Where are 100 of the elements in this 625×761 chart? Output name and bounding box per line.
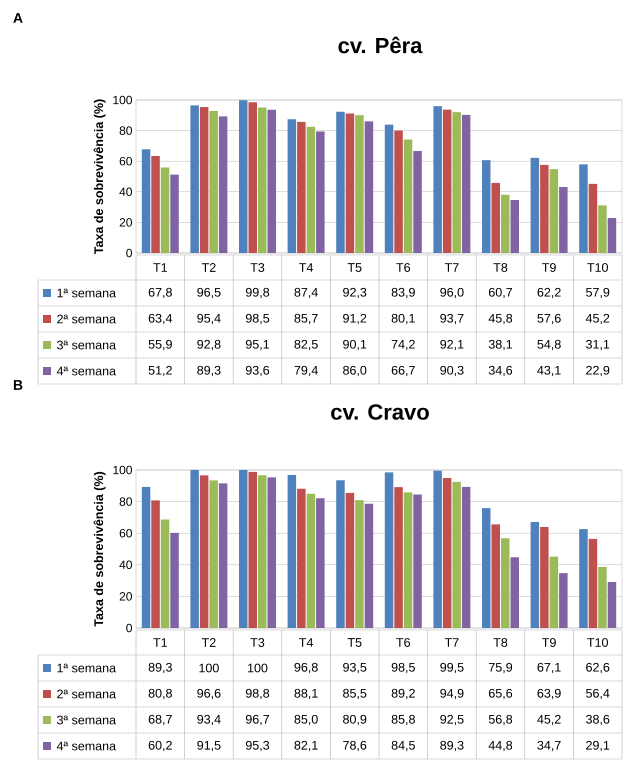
- bar: [200, 475, 208, 628]
- x-tick-label: T7: [444, 263, 459, 272]
- data-label: 31,1: [586, 340, 610, 350]
- data-label: 93,6: [246, 366, 270, 376]
- bar: [491, 182, 500, 253]
- data-label: 56,8: [488, 714, 512, 726]
- bar: [384, 472, 394, 628]
- x-tick-label: T8: [493, 263, 508, 272]
- text: A: [13, 13, 23, 23]
- data-label: 62,2: [538, 288, 561, 298]
- bar: [355, 115, 364, 253]
- data-label: 79,4: [294, 366, 318, 376]
- data-label: 22,9: [586, 366, 610, 376]
- data-label: 96,5: [197, 288, 221, 298]
- bar: [442, 478, 452, 628]
- bar: [248, 472, 257, 628]
- data-label: 90,1: [343, 340, 366, 350]
- x-tick-label: T9: [542, 638, 556, 647]
- bar: [355, 500, 364, 628]
- x-tick-label: T4: [299, 638, 314, 647]
- data-label: 45,8: [488, 314, 512, 324]
- data-label: 85,7: [294, 314, 318, 324]
- data-label: 83,9: [392, 288, 415, 298]
- bar: [482, 508, 490, 628]
- bar: [297, 122, 306, 253]
- data-label: 93,4: [197, 714, 221, 726]
- data-label: 66,7: [392, 366, 415, 376]
- data-label: 82,1: [294, 740, 318, 752]
- data-label: 67,1: [538, 662, 561, 674]
- bar: [297, 488, 306, 628]
- bar: [510, 200, 519, 253]
- bar: [142, 149, 150, 253]
- data-label: 85,0: [294, 714, 318, 726]
- legend-label: 2ª semana: [57, 690, 116, 698]
- data-label: 100: [248, 664, 268, 672]
- bar: [288, 475, 296, 628]
- bar: [394, 487, 403, 628]
- bar: [170, 532, 179, 628]
- bar: [160, 519, 170, 628]
- bar: [500, 538, 510, 628]
- bar: [433, 106, 442, 253]
- bar: [190, 470, 199, 628]
- data-label: 43,1: [537, 366, 561, 376]
- bar: [510, 557, 519, 628]
- x-tick-label: T9: [542, 263, 556, 272]
- y-tick-label: 0: [126, 624, 132, 632]
- bar: [258, 107, 266, 253]
- data-label: 89,3: [148, 662, 172, 674]
- x-tick-label: T7: [444, 638, 459, 647]
- bar: [336, 480, 345, 628]
- bar: [364, 121, 374, 253]
- bar: [598, 567, 607, 628]
- bar: [530, 158, 540, 253]
- y-tick-label: 0: [126, 248, 132, 258]
- legend-label: 1ª semana: [57, 664, 116, 672]
- data-label: 95,1: [246, 340, 270, 350]
- bar: [579, 529, 588, 628]
- x-tick-label: T6: [396, 263, 410, 272]
- bar: [248, 102, 257, 253]
- data-label: 67,8: [148, 288, 172, 298]
- chart-title: cv. Pêra: [338, 36, 423, 54]
- bar: [258, 475, 266, 628]
- bar: [288, 119, 296, 253]
- data-label: 93,7: [440, 314, 464, 324]
- bar: [462, 114, 470, 253]
- bar: [491, 524, 500, 628]
- data-label: 96,6: [197, 688, 221, 700]
- data-label: 80,9: [343, 714, 366, 726]
- legend-label: 3ª semana: [57, 340, 116, 350]
- bar: [160, 167, 170, 253]
- data-label: 57,9: [586, 288, 610, 298]
- data-label: 60,7: [488, 288, 512, 298]
- legend-label: 2ª semana: [57, 314, 116, 324]
- chart-title: cv. Cravo: [331, 404, 429, 420]
- bar: [462, 486, 470, 628]
- y-tick-label: 40: [119, 560, 132, 570]
- data-label: 51,2: [148, 366, 172, 376]
- data-label: 85,5: [343, 688, 366, 700]
- bar: [394, 130, 403, 253]
- data-label: 93,5: [343, 662, 366, 674]
- bar: [442, 110, 452, 253]
- data-label: 98,5: [246, 314, 270, 324]
- data-label: 54,8: [537, 340, 561, 350]
- bar: [218, 483, 228, 628]
- bar: [540, 527, 549, 628]
- data-label: 95,3: [246, 740, 270, 752]
- legend-label: 3ª semana: [57, 716, 116, 724]
- bar: [559, 573, 568, 628]
- bar: [452, 482, 461, 628]
- bar: [608, 218, 616, 253]
- data-label: 60,2: [148, 740, 172, 752]
- bar: [404, 492, 412, 628]
- x-tick-label: T3: [250, 263, 264, 272]
- bar: [413, 150, 422, 253]
- bar: [598, 205, 607, 253]
- legend-label: 4ª semana: [56, 366, 116, 376]
- bar: [540, 164, 549, 253]
- data-label: 57,6: [537, 314, 561, 324]
- data-label: 56,4: [586, 688, 610, 700]
- data-label: 84,5: [392, 740, 415, 752]
